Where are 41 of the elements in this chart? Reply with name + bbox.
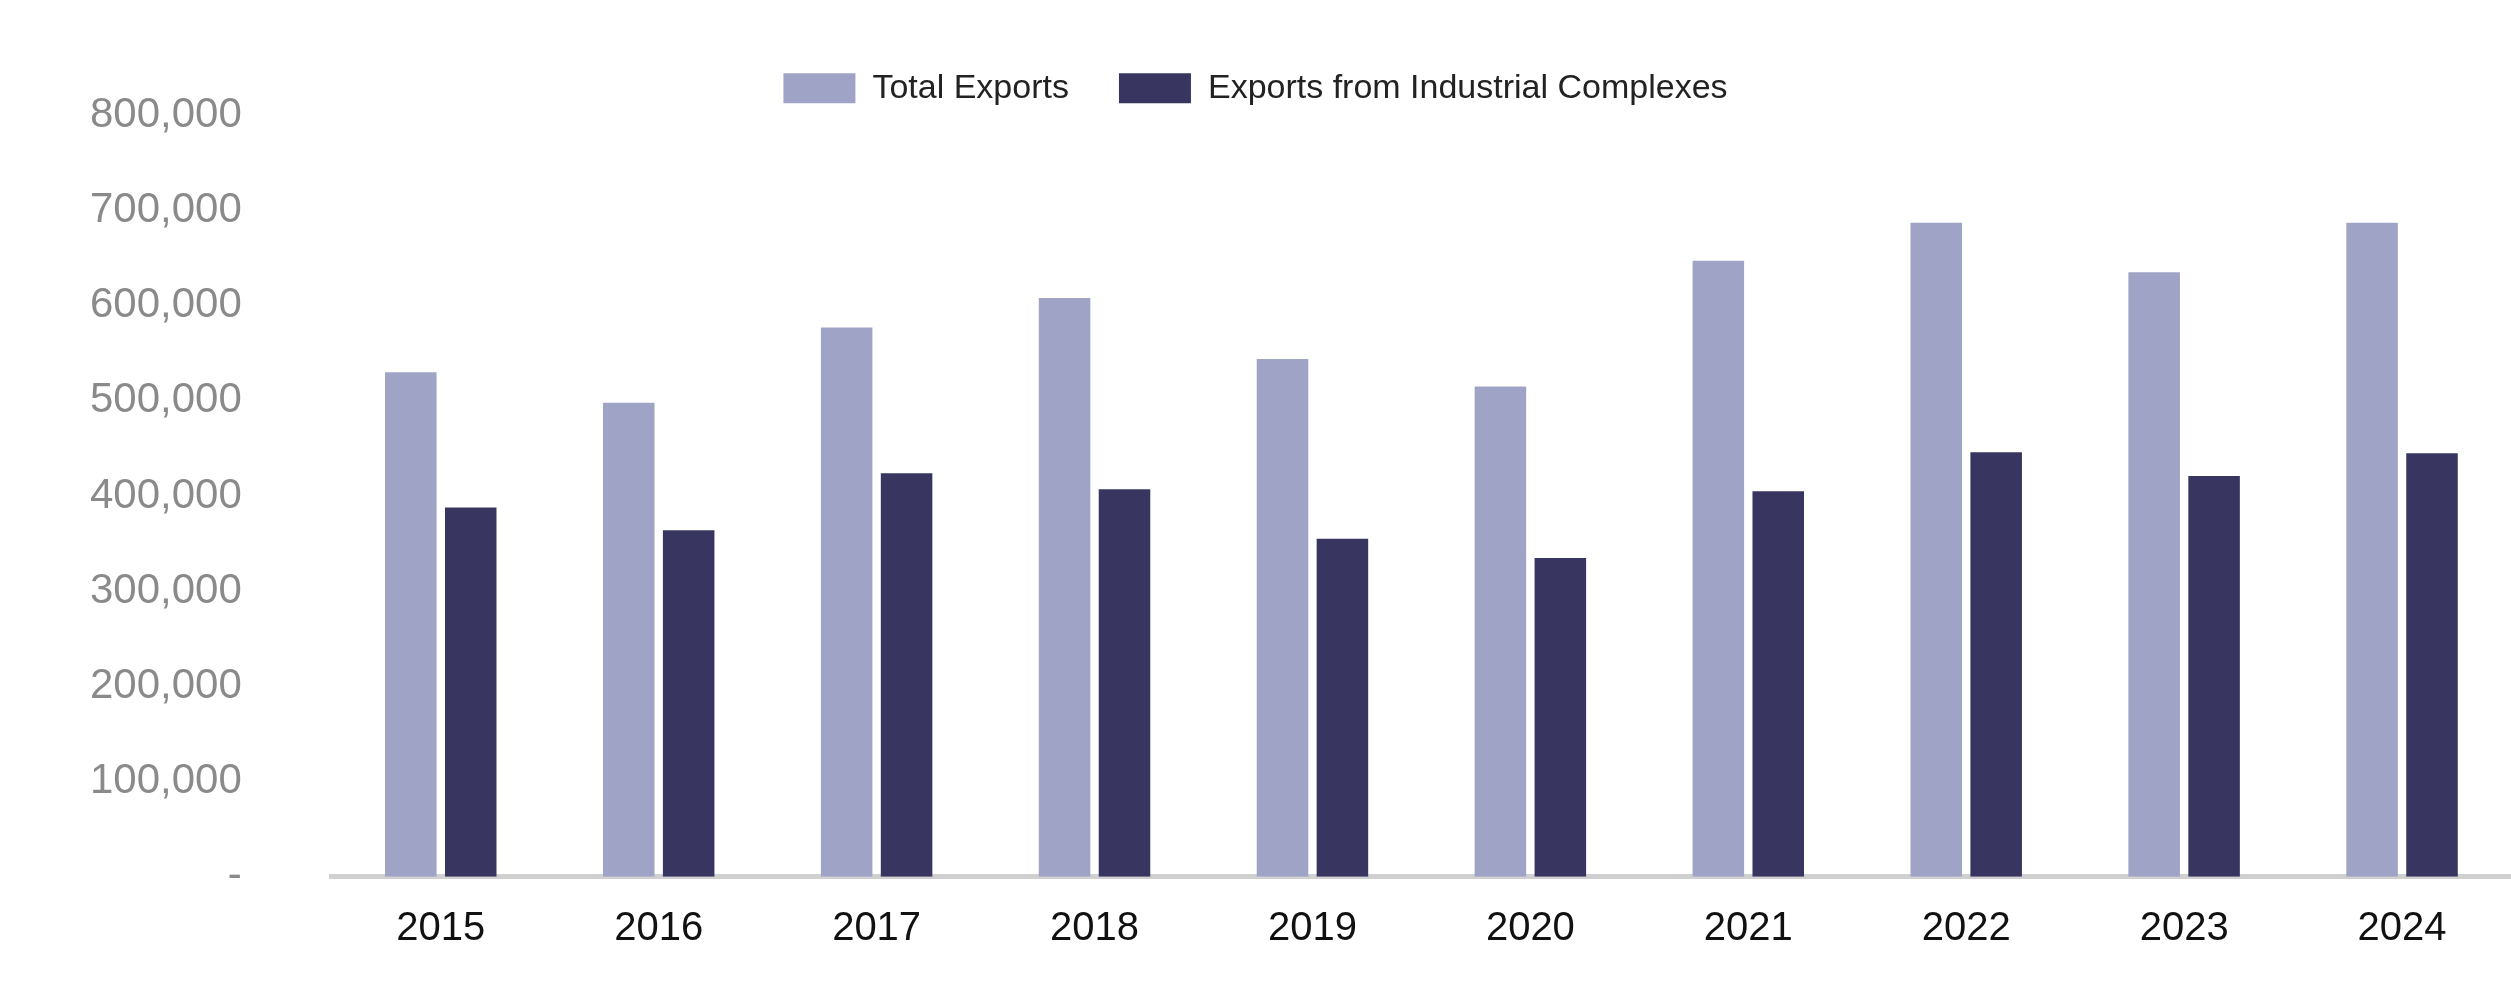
bar [444, 507, 497, 877]
bar [820, 327, 873, 877]
bar [1256, 358, 1309, 877]
y-tick-label: 700,000 [89, 183, 242, 231]
x-tick-label: 2020 [1485, 903, 1575, 948]
x-tick-label: 2021 [1703, 903, 1793, 948]
bar [1038, 297, 1091, 877]
y-tick-label: 500,000 [89, 374, 242, 422]
bar [2188, 476, 2240, 877]
bar [1474, 386, 1527, 877]
x-tick-label: 2015 [396, 903, 486, 948]
x-tick-label: 2017 [832, 903, 922, 948]
y-tick-label: 800,000 [89, 88, 242, 136]
y-tick-label: 200,000 [89, 659, 242, 707]
bar [385, 372, 437, 877]
bar [1692, 260, 1745, 877]
bar [2128, 272, 2180, 877]
x-tick-label: 2018 [1050, 903, 1140, 948]
y-tick-label: 100,000 [89, 755, 242, 803]
x-tick-label: 2022 [1921, 903, 2011, 948]
bar [1534, 557, 1587, 877]
bar [1910, 222, 1963, 877]
bar [662, 530, 715, 877]
bar [880, 473, 933, 877]
bar [2406, 453, 2458, 877]
bar [2346, 222, 2398, 877]
y-tick-label: 600,000 [89, 279, 242, 327]
x-tick-label: 2019 [1267, 903, 1357, 948]
bar [602, 402, 655, 877]
bar [1752, 491, 1805, 877]
legend-label: Exports from Industrial Complexes [1207, 66, 1728, 105]
bar [1970, 452, 2022, 877]
y-tick-label: 300,000 [89, 564, 242, 612]
y-tick-label: - [227, 850, 242, 898]
x-tick-label: 2016 [614, 903, 704, 948]
x-tick-label: 2024 [2357, 903, 2447, 948]
bar [1098, 489, 1151, 877]
bar [1316, 538, 1369, 877]
legend-label: Total Exports [872, 66, 1069, 105]
x-tick-label: 2023 [2139, 903, 2229, 948]
y-tick-label: 400,000 [89, 469, 242, 517]
